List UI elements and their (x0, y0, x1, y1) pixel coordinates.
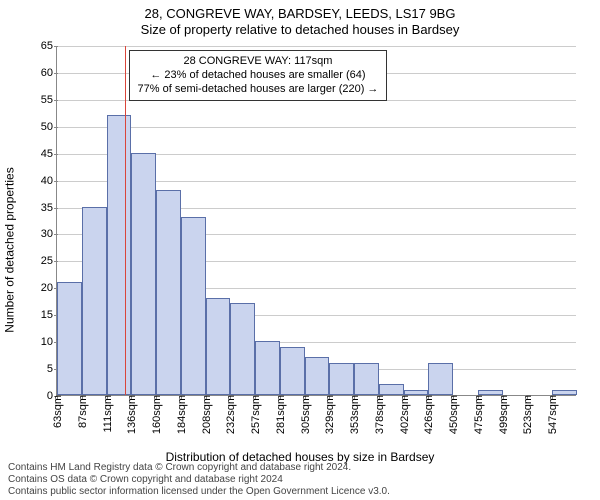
x-tick: 305sqm (298, 395, 312, 434)
x-tick: 353sqm (347, 395, 361, 434)
x-tick: 232sqm (223, 395, 237, 434)
y-axis-label: Number of detached properties (0, 0, 20, 500)
callout-box: 28 CONGREVE WAY: 117sqm← 23% of detached… (129, 50, 388, 101)
x-tick: 63sqm (50, 395, 64, 428)
y-tick: 35 (41, 202, 57, 214)
histogram-bar (305, 357, 330, 395)
x-tick: 475sqm (471, 395, 485, 434)
y-tick: 30 (41, 228, 57, 240)
x-tick: 136sqm (124, 395, 138, 434)
callout-line1: 28 CONGREVE WAY: 117sqm (138, 55, 379, 69)
y-tick: 25 (41, 255, 57, 267)
x-tick: 160sqm (149, 395, 163, 434)
y-tick: 55 (41, 94, 57, 106)
histogram-bar (428, 363, 453, 395)
histogram-bar (280, 347, 305, 395)
y-tick: 15 (41, 309, 57, 321)
y-tick: 40 (41, 175, 57, 187)
histogram-bar (181, 217, 206, 395)
histogram-bar (379, 384, 404, 395)
y-tick: 5 (47, 363, 57, 375)
footer-line2: Contains OS data © Crown copyright and d… (8, 474, 592, 486)
histogram-bar (82, 207, 107, 395)
x-tick: 450sqm (446, 395, 460, 434)
x-tick: 184sqm (174, 395, 188, 434)
x-tick: 402sqm (397, 395, 411, 434)
y-tick: 50 (41, 121, 57, 133)
chart-wrap: 28, CONGREVE WAY, BARDSEY, LEEDS, LS17 9… (0, 0, 600, 500)
callout-line3: 77% of semi-detached houses are larger (… (138, 83, 379, 97)
y-tick: 45 (41, 148, 57, 160)
y-tick: 65 (41, 40, 57, 52)
x-tick: 426sqm (421, 395, 435, 434)
histogram-bar (329, 363, 354, 395)
histogram-bar (255, 341, 280, 395)
footer: Contains HM Land Registry data © Crown c… (8, 462, 592, 498)
plot-area: 0510152025303540455055606563sqm87sqm111s… (56, 46, 576, 396)
grid-line (57, 127, 576, 128)
callout-line2: ← 23% of detached houses are smaller (64… (138, 69, 379, 83)
x-tick: 499sqm (496, 395, 510, 434)
histogram-bar (156, 190, 181, 395)
x-tick: 208sqm (199, 395, 213, 434)
title-main: 28, CONGREVE WAY, BARDSEY, LEEDS, LS17 9… (0, 6, 600, 21)
histogram-bar (230, 303, 255, 395)
x-tick: 523sqm (520, 395, 534, 434)
x-tick: 547sqm (545, 395, 559, 434)
y-tick: 60 (41, 67, 57, 79)
x-tick: 281sqm (273, 395, 287, 434)
y-tick: 10 (41, 336, 57, 348)
histogram-bar (131, 153, 156, 395)
histogram-bar (354, 363, 379, 395)
histogram-bar (57, 282, 82, 395)
title-sub: Size of property relative to detached ho… (0, 22, 600, 37)
grid-line (57, 46, 576, 47)
y-axis-label-text: Number of detached properties (3, 167, 17, 332)
y-tick: 20 (41, 282, 57, 294)
x-tick: 329sqm (322, 395, 336, 434)
x-tick: 87sqm (75, 395, 89, 428)
x-tick: 378sqm (372, 395, 386, 434)
footer-line3: Contains public sector information licen… (8, 486, 592, 498)
indicator-line (125, 46, 126, 395)
x-tick: 257sqm (248, 395, 262, 434)
x-tick: 111sqm (100, 395, 114, 433)
footer-line1: Contains HM Land Registry data © Crown c… (8, 462, 592, 474)
histogram-bar (206, 298, 231, 395)
histogram-bar (107, 115, 132, 395)
